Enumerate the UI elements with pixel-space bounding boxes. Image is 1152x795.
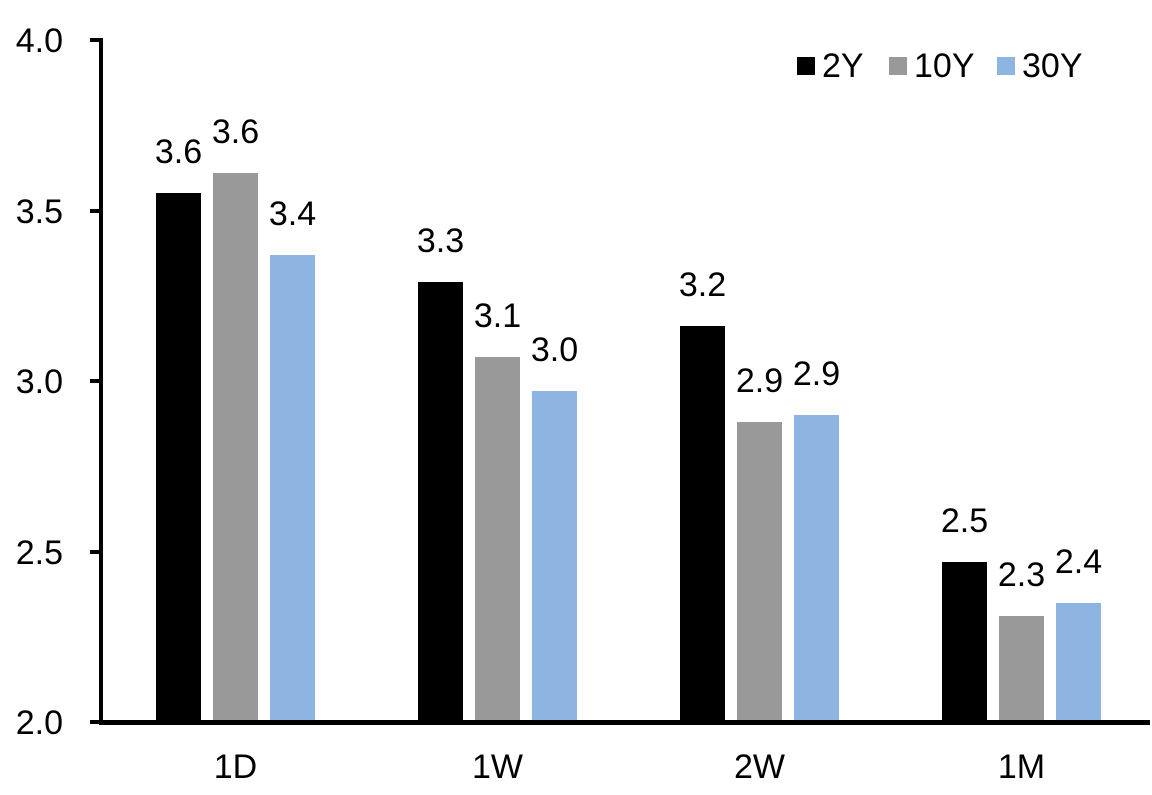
y-axis-tick: [90, 38, 103, 42]
y-axis-tick-label: 4.0: [15, 22, 63, 60]
legend-item-2y: 2Y: [797, 49, 864, 83]
bar-value-label: 3.0: [530, 331, 579, 370]
legend-swatch: [889, 57, 907, 75]
bar-value-label: 3.3: [416, 222, 465, 261]
bar-value-label: 2.3: [997, 556, 1046, 595]
y-axis-tick-label: 2.5: [15, 533, 63, 572]
y-axis-tick: [90, 379, 103, 383]
bar-30y-1w: [532, 391, 577, 723]
bar-value-label: 3.6: [211, 112, 260, 151]
y-axis-tick-label: 3.5: [15, 192, 63, 231]
x-axis-line: [99, 720, 1150, 725]
bar-10y-1d: [213, 172, 258, 723]
bar-30y-1d: [270, 254, 315, 723]
bar-value-label: 3.1: [473, 297, 522, 336]
bar-2y-1m: [942, 561, 987, 723]
x-axis-category-label: 1D: [213, 748, 258, 786]
legend-label: 2Y: [822, 47, 864, 85]
legend-swatch: [997, 57, 1015, 75]
bar-30y-1m: [1056, 602, 1101, 723]
x-axis-category-label: 1W: [472, 748, 523, 786]
y-axis-tick-label: 2.0: [15, 704, 63, 742]
legend-label: 30Y: [1022, 47, 1083, 85]
bar-2y-2w: [680, 326, 725, 723]
bar-10y-2w: [737, 421, 782, 723]
bar-30y-2w: [794, 415, 839, 723]
bar-value-label: 3.2: [678, 266, 727, 305]
bar-2y-1d: [156, 193, 201, 723]
y-axis-tick-label: 3.0: [15, 363, 63, 401]
bar-value-label: 2.9: [792, 355, 841, 394]
bar-value-label: 2.9: [735, 361, 784, 400]
y-axis-tick: [90, 549, 103, 554]
y-axis-tick: [90, 208, 103, 213]
bar-value-label: 3.6: [154, 133, 203, 172]
legend-swatch: [797, 57, 815, 75]
legend-item-30y: 30Y: [997, 49, 1083, 83]
legend-label: 10Y: [914, 47, 975, 85]
bar-value-label: 2.5: [940, 501, 989, 540]
bar-value-label: 3.4: [268, 194, 317, 233]
bar-2y-1w: [418, 282, 463, 723]
y-axis-line: [99, 38, 103, 725]
x-axis-category-label: 1M: [997, 748, 1046, 786]
bar-value-label: 2.4: [1054, 542, 1103, 581]
bar-10y-1w: [475, 357, 520, 723]
y-axis-tick: [90, 720, 103, 724]
legend-item-10y: 10Y: [889, 49, 975, 83]
x-axis-category-label: 2W: [734, 748, 785, 786]
bar-10y-1m: [999, 616, 1044, 723]
